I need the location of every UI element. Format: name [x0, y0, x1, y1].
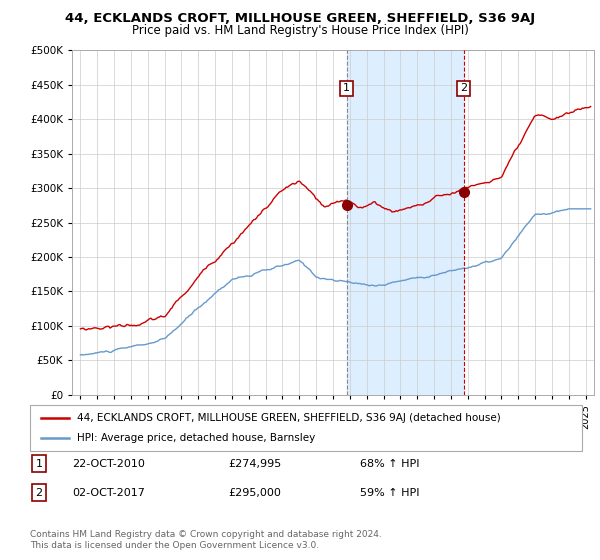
Text: 1: 1	[343, 83, 350, 94]
Text: 59% ↑ HPI: 59% ↑ HPI	[360, 488, 419, 498]
Text: 1: 1	[35, 459, 43, 469]
Text: 68% ↑ HPI: 68% ↑ HPI	[360, 459, 419, 469]
FancyBboxPatch shape	[30, 405, 582, 451]
Text: 2: 2	[460, 83, 467, 94]
Text: Contains HM Land Registry data © Crown copyright and database right 2024.: Contains HM Land Registry data © Crown c…	[30, 530, 382, 539]
Text: 22-OCT-2010: 22-OCT-2010	[72, 459, 145, 469]
Text: £295,000: £295,000	[228, 488, 281, 498]
Text: HPI: Average price, detached house, Barnsley: HPI: Average price, detached house, Barn…	[77, 433, 315, 443]
Bar	[347, 50, 463, 395]
Text: 44, ECKLANDS CROFT, MILLHOUSE GREEN, SHEFFIELD, S36 9AJ (detached house): 44, ECKLANDS CROFT, MILLHOUSE GREEN, SHE…	[77, 413, 500, 423]
Text: £274,995: £274,995	[228, 459, 281, 469]
Text: 02-OCT-2017: 02-OCT-2017	[72, 488, 145, 498]
Text: This data is licensed under the Open Government Licence v3.0.: This data is licensed under the Open Gov…	[30, 541, 319, 550]
Text: 44, ECKLANDS CROFT, MILLHOUSE GREEN, SHEFFIELD, S36 9AJ: 44, ECKLANDS CROFT, MILLHOUSE GREEN, SHE…	[65, 12, 535, 25]
Text: 2: 2	[35, 488, 43, 498]
Text: Price paid vs. HM Land Registry's House Price Index (HPI): Price paid vs. HM Land Registry's House …	[131, 24, 469, 36]
